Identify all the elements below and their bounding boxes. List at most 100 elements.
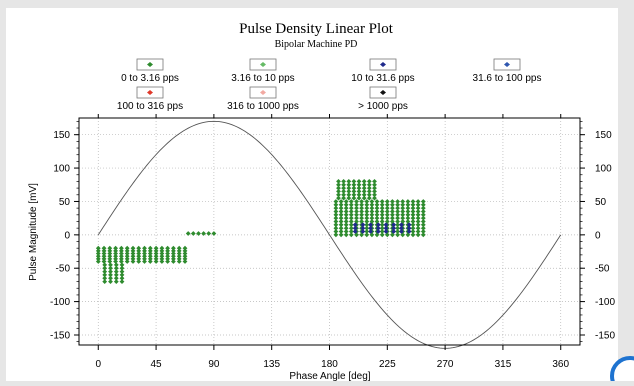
data-point [354,209,359,214]
data-point [405,212,411,218]
data-point [420,232,426,238]
data-point [395,205,400,211]
data-point [147,259,153,264]
data-point [410,222,416,228]
data-point [415,225,421,231]
x-tick-label: 360 [552,359,569,370]
data-point [369,215,375,221]
data-point [366,189,372,194]
data-point [400,215,406,221]
data-point [182,256,188,262]
data-point [420,199,426,204]
data-point [338,209,344,214]
data-points [95,179,426,284]
axes: 0 45 90 135 180 225 270 315 360 150 150 100 100 50 50 0… [50,114,615,370]
data-point [420,202,426,208]
data-point [113,265,119,271]
data-point [399,225,404,231]
y-tick-label-left: -100 [50,297,70,308]
data-point [361,179,367,184]
data-point [356,179,362,184]
data-point [364,222,370,228]
data-point [395,212,400,218]
y-tick-label-left: 0 [64,230,70,241]
data-point [159,251,165,256]
legend-label: 0 to 3.16 pps [121,73,179,84]
data-point [343,229,349,234]
data-point [343,215,349,221]
data-point [351,182,357,188]
data-point [338,232,344,238]
data-point [142,245,147,251]
data-point [338,212,344,218]
data-point [410,232,416,238]
data-point [113,262,119,268]
data-point [405,202,411,208]
data-point [343,222,349,228]
data-point [420,229,426,234]
data-point [364,202,370,208]
data-point [395,199,400,204]
data-point [119,245,124,251]
data-point [354,232,359,238]
data-point [410,215,416,221]
data-point [147,251,153,256]
data-point [341,182,346,188]
data-point [341,179,346,184]
data-point [400,202,406,208]
data-point [113,259,118,264]
data-point [399,229,404,234]
data-point [405,199,411,204]
data-point [374,205,380,211]
legend-item: > 1000 pps [358,86,408,112]
data-point [142,253,147,259]
data-point [338,199,344,204]
data-point [119,251,124,256]
data-point [124,248,130,254]
data-point [182,245,188,251]
data-point [379,229,385,234]
data-point [364,229,370,234]
data-point [201,231,206,236]
data-point [406,225,412,231]
x-tick-label: 270 [437,359,454,370]
data-point [354,215,359,221]
data-point [333,225,339,231]
data-point [176,259,182,264]
data-point [354,199,359,204]
data-point [343,209,349,214]
data-point [336,185,341,191]
data-point [113,248,118,254]
data-point [153,259,159,264]
data-point [410,212,416,218]
data-point [356,195,362,201]
data-point [113,245,118,251]
data-point [206,231,212,236]
data-point [153,253,159,259]
data-point [182,259,188,264]
data-point [368,222,373,228]
y-tick-label-right: -100 [595,297,615,308]
data-point [136,251,142,256]
data-point [384,215,390,221]
legend-item: 31.6 to 100 pps [473,58,541,84]
y-tick-label-right: 50 [595,197,607,208]
data-point [102,279,108,284]
data-point [356,189,362,194]
data-point [341,192,346,198]
data-point [359,199,364,204]
data-point [165,253,170,259]
data-point [101,251,107,256]
data-point [101,259,107,264]
data-point [374,199,380,204]
data-point [395,209,400,214]
data-point [130,256,136,262]
data-point [390,199,395,204]
data-point [356,192,362,198]
data-point [338,229,344,234]
data-point [352,229,358,234]
data-point [333,212,339,218]
data-point [351,185,357,191]
